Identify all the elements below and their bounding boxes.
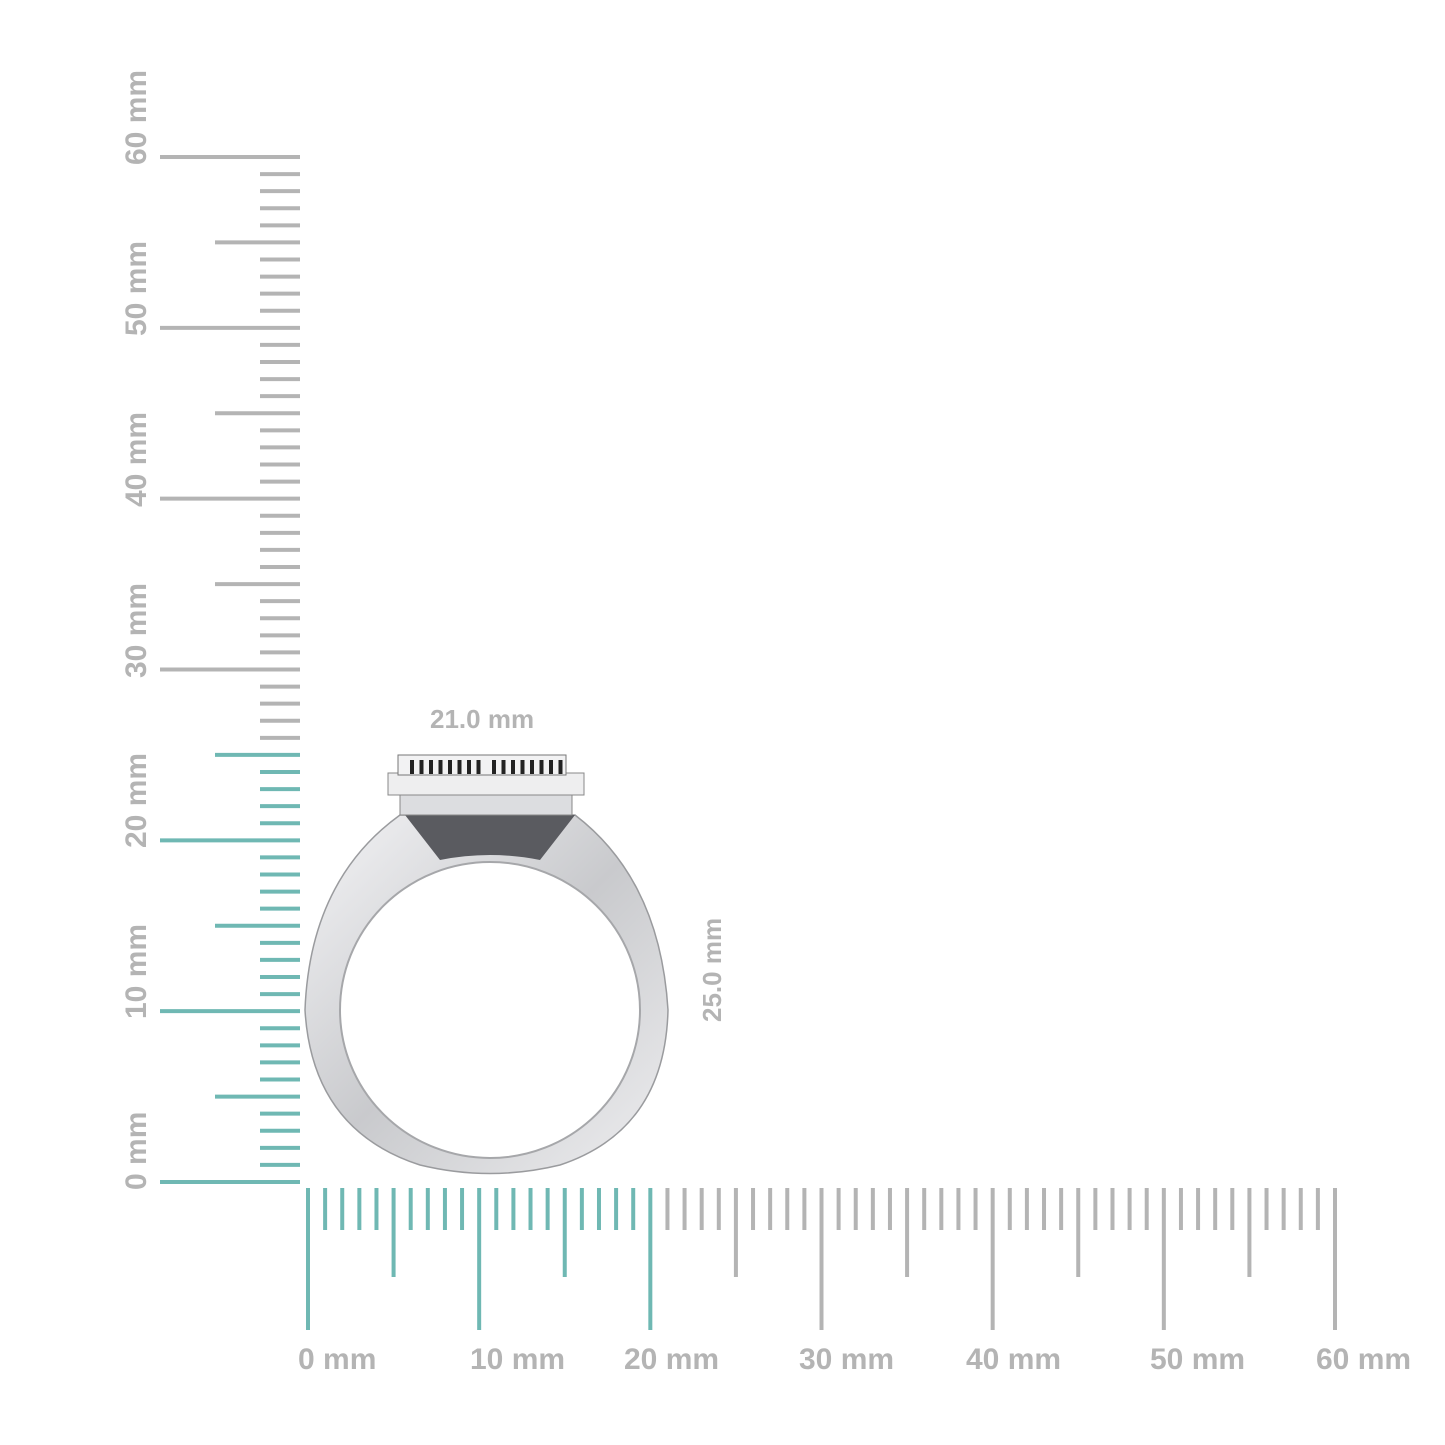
baguette-stone bbox=[438, 760, 443, 774]
baguette-stone bbox=[467, 760, 471, 774]
horizontal-tick-label: 20 mm bbox=[624, 1343, 720, 1376]
vertical-tick-label: 20 mm bbox=[120, 753, 153, 849]
vertical-ruler bbox=[160, 155, 300, 1184]
height-dimension-label: 25.0 mm bbox=[697, 917, 727, 1022]
baguette-stone bbox=[448, 760, 452, 774]
vertical-tick-label: 60 mm bbox=[120, 69, 153, 165]
horizontal-ruler bbox=[306, 1188, 1337, 1330]
baguette-stone bbox=[530, 760, 534, 774]
vertical-tick-label: 10 mm bbox=[120, 924, 153, 1020]
baguette-stone bbox=[549, 760, 553, 774]
baguette-stone bbox=[539, 760, 544, 774]
baguette-stone bbox=[520, 760, 525, 774]
vertical-tick-label: 0 mm bbox=[120, 1111, 153, 1190]
baguette-stone bbox=[429, 760, 433, 774]
horizontal-tick-label: 40 mm bbox=[966, 1343, 1062, 1376]
horizontal-tick-label: 30 mm bbox=[799, 1343, 895, 1376]
baguette-stone bbox=[492, 760, 496, 774]
baguette-stone bbox=[419, 760, 424, 774]
horizontal-tick-label: 0 mm bbox=[298, 1343, 377, 1376]
horizontal-tick-label: 60 mm bbox=[1316, 1343, 1412, 1376]
horizontal-tick-label: 10 mm bbox=[470, 1343, 566, 1376]
baguette-stone bbox=[501, 760, 506, 774]
vertical-tick-label: 50 mm bbox=[120, 240, 153, 336]
width-dimension-label: 21.0 mm bbox=[430, 704, 535, 734]
baguette-stone bbox=[476, 760, 481, 774]
baguette-stone bbox=[457, 760, 462, 774]
horizontal-tick-label: 50 mm bbox=[1150, 1343, 1246, 1376]
baguette-stone bbox=[511, 760, 515, 774]
baguette-stone bbox=[558, 760, 563, 774]
ring-image bbox=[304, 754, 669, 1175]
baguette-stone bbox=[410, 760, 414, 774]
vertical-tick-label: 40 mm bbox=[120, 411, 153, 507]
vertical-tick-label: 30 mm bbox=[120, 582, 153, 678]
